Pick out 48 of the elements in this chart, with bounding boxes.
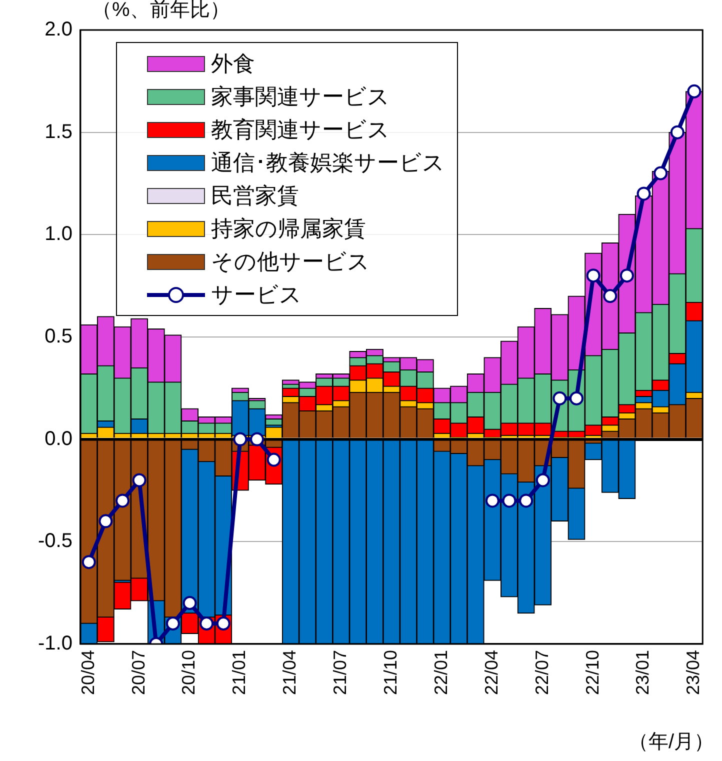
x-tick-label: 22/04 [481, 650, 502, 696]
legend-label: 通信･教養娯楽サービス [211, 149, 445, 177]
x-tick-label: 22/10 [582, 650, 602, 696]
point [670, 125, 684, 140]
point [502, 494, 516, 508]
point [519, 494, 534, 508]
point [603, 289, 618, 304]
legend-label: サービス [211, 281, 302, 309]
point [687, 84, 702, 98]
legend-label: 教育関連サービス [211, 116, 390, 144]
point [636, 186, 651, 201]
point [586, 268, 600, 283]
legend-label: 外食 [211, 50, 255, 78]
point [654, 166, 668, 180]
point [116, 494, 130, 508]
point [132, 473, 146, 488]
point [182, 596, 197, 610]
legend-label: その他サービス [211, 248, 370, 276]
point [233, 432, 248, 446]
point [620, 268, 634, 283]
y-tick-label: -1.0 [38, 632, 72, 654]
point [485, 494, 500, 508]
legend-label: 民営家賃 [211, 182, 299, 210]
x-tick-label: 23/04 [683, 650, 704, 696]
y-tick-label: 0.0 [44, 428, 72, 450]
point [98, 514, 113, 528]
x-tick-label: 20/07 [128, 650, 148, 696]
x-tick-label: 20/04 [78, 650, 98, 696]
y-tick-label: 0.5 [44, 325, 72, 348]
point [250, 432, 264, 446]
x-tick-label: 21/10 [380, 650, 401, 696]
x-tick-label: 21/04 [280, 650, 300, 696]
y-tick-label: -0.5 [38, 530, 72, 552]
x-tick-label: 23/01 [632, 650, 653, 696]
x-tick-label: 20/10 [178, 650, 199, 696]
point [570, 391, 584, 406]
x-axis-title: （年/月） [628, 730, 714, 755]
y-tick-label: 2.0 [44, 18, 72, 41]
y-tick-label: 1.5 [44, 120, 72, 143]
y-tick-label: 1.0 [44, 223, 72, 246]
x-tick-label: 22/01 [430, 650, 451, 696]
x-tick-label: 21/07 [330, 650, 350, 696]
legend-label: 持家の帰属家賃 [211, 215, 366, 243]
legend-label: 家事関連サービス [211, 83, 390, 111]
point [82, 555, 96, 570]
point [536, 473, 550, 488]
x-tick-label: 22/07 [532, 650, 552, 696]
x-tick-label: 21/01 [229, 650, 250, 696]
